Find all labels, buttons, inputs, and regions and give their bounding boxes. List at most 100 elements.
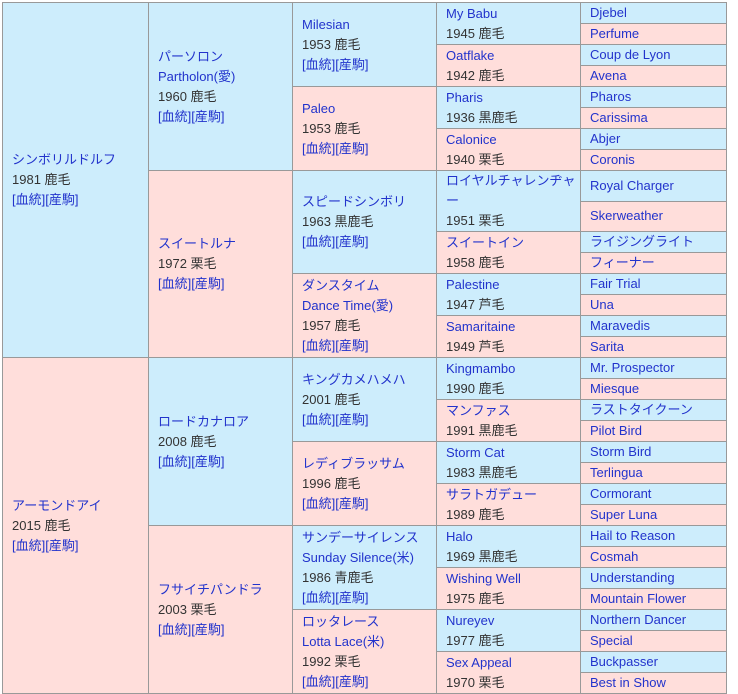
horse-name-link[interactable]: Coronis [590, 152, 635, 167]
offspring-link[interactable]: [産駒] [335, 337, 369, 353]
offspring-link[interactable]: [産駒] [191, 453, 225, 469]
horse-name-link[interactable]: ライジングライト [590, 234, 695, 249]
horse-name-link[interactable]: Perfume [590, 26, 640, 41]
horse-name-link[interactable]: シンボリルドルフ [12, 152, 117, 167]
pedigree-link[interactable]: [血統] [158, 108, 192, 124]
pedigree-link[interactable]: [血統] [302, 140, 336, 156]
horse-name-link[interactable]: パーソロン [158, 48, 224, 64]
horse-name-link[interactable]: Sex Appeal [446, 654, 512, 670]
horse-name-link[interactable]: サラトガデュー [446, 486, 538, 502]
horse-name-link[interactable]: Terlingua [590, 465, 643, 480]
pedigree-link[interactable]: [血統] [302, 56, 336, 72]
horse-name-link[interactable]: Carissima [590, 110, 648, 125]
horse-name-link[interactable]: Cosmah [590, 549, 639, 564]
horse-name-link[interactable]: Pharis [446, 89, 483, 105]
horse-name-link[interactable]: Storm Bird [590, 444, 652, 459]
horse-name-link[interactable]: マンファス [446, 402, 511, 418]
horse-name-link[interactable]: Royal Charger [590, 177, 674, 193]
pedigree-link[interactable]: [血統] [12, 537, 46, 553]
pedigree-link[interactable]: [血統] [302, 337, 336, 353]
horse-subname-link[interactable]: Partholon(愛) [158, 68, 236, 84]
horse-name-link[interactable]: フィーナー [590, 255, 655, 270]
pedigree-link[interactable]: [血統] [302, 495, 336, 511]
horse-links: [血統][産駒] [302, 410, 434, 430]
offspring-link[interactable]: [産駒] [335, 673, 369, 689]
horse-name-link[interactable]: ロイヤルチャレンヂャー [446, 173, 576, 208]
horse-name-link[interactable]: Pharos [590, 89, 632, 104]
horse-name-link[interactable]: フサイチパンドラ [158, 581, 263, 597]
horse-name-link[interactable]: Skerweather [590, 208, 663, 224]
pedigree-cell: Maravedis [580, 315, 727, 337]
horse-name-link[interactable]: アーモンドアイ [12, 497, 102, 513]
horse-name-link[interactable]: Northern Dancer [590, 612, 687, 627]
horse-name-link[interactable]: Buckpasser [590, 654, 658, 669]
horse-name-link[interactable]: Maravedis [590, 318, 650, 333]
horse-name-link[interactable]: Sarita [590, 339, 624, 354]
horse-name-link[interactable]: Abjer [590, 131, 621, 146]
horse-name-link[interactable]: Samaritaine [446, 318, 516, 334]
offspring-link[interactable]: [産駒] [45, 192, 79, 207]
horse-subname-link[interactable]: Dance Time(愛) [302, 297, 394, 313]
pedigree-cell: Super Luna [580, 504, 727, 526]
pedigree-link[interactable]: [血統] [158, 621, 192, 637]
horse-name-link[interactable]: スイートイン [446, 234, 525, 250]
horse-name-link[interactable]: Hail to Reason [590, 528, 676, 543]
horse-name-link[interactable]: ラストタイクーン [590, 402, 693, 417]
horse-name-link[interactable]: レディブラッサム [302, 455, 405, 471]
pedigree-link[interactable]: [血統] [158, 276, 192, 291]
pedigree-link[interactable]: [血統] [302, 234, 336, 249]
horse-name-link[interactable]: Best in Show [590, 675, 666, 690]
pedigree-link[interactable]: [血統] [158, 453, 192, 469]
horse-name-link[interactable]: Coup de Lyon [590, 47, 671, 62]
horse-name-link[interactable]: Fair Trial [590, 276, 641, 291]
pedigree-link[interactable]: [血統] [302, 673, 336, 689]
offspring-link[interactable]: [産駒] [191, 621, 225, 637]
horse-name-link[interactable]: Paleo [302, 100, 336, 116]
pedigree-link[interactable]: [血統] [302, 411, 336, 427]
horse-name-link[interactable]: Miesque [590, 381, 640, 396]
offspring-link[interactable]: [産駒] [335, 234, 369, 249]
horse-name-link[interactable]: Storm Cat [446, 444, 505, 460]
horse-name-link[interactable]: Mr. Prospector [590, 360, 675, 375]
pedigree-cell: ロードカナロア 2008 鹿毛 [血統][産駒] [148, 357, 293, 526]
offspring-link[interactable]: [産駒] [335, 411, 369, 427]
horse-name-link[interactable]: Kingmambo [446, 360, 516, 376]
horse-name-link[interactable]: キングカメハメハ [302, 371, 406, 387]
horse-name-link[interactable]: Pilot Bird [590, 423, 643, 438]
offspring-link[interactable]: [産駒] [335, 56, 369, 72]
offspring-link[interactable]: [産駒] [335, 140, 369, 156]
horse-name-link[interactable]: Super Luna [590, 507, 658, 522]
offspring-link[interactable]: [産駒] [191, 276, 225, 291]
horse-name-link[interactable]: Avena [590, 68, 627, 83]
horse-name-link[interactable]: Oatflake [446, 47, 495, 63]
horse-name-link[interactable]: Palestine [446, 276, 500, 292]
pedigree-link[interactable]: [血統] [302, 589, 336, 605]
offspring-link[interactable]: [産駒] [45, 537, 79, 553]
horse-name-link[interactable]: Nureyev [446, 612, 495, 628]
pedigree-link[interactable]: [血統] [12, 192, 46, 207]
horse-name-link[interactable]: My Babu [446, 5, 498, 21]
horse-name-link[interactable]: ロードカナロア [158, 413, 250, 429]
horse-subname-link[interactable]: Lotta Lace(米) [302, 633, 385, 649]
pedigree-row: Coronis [3, 149, 727, 171]
horse-name-link[interactable]: Understanding [590, 570, 675, 585]
offspring-link[interactable]: [産駒] [191, 108, 225, 124]
horse-name-link[interactable]: ダンスタイム [302, 277, 380, 293]
horse-name-link[interactable]: Wishing Well [446, 570, 521, 586]
horse-name-link[interactable]: Calonice [446, 131, 497, 147]
horse-name-link[interactable]: Special [590, 633, 633, 648]
offspring-link[interactable]: [産駒] [335, 589, 369, 605]
offspring-link[interactable]: [産駒] [335, 495, 369, 511]
horse-name-link[interactable]: スピードシンボリ [302, 194, 407, 209]
horse-name-link[interactable]: スイートルナ [158, 236, 237, 251]
horse-name-link[interactable]: Una [590, 297, 614, 312]
horse-name-link[interactable]: Milesian [302, 16, 350, 32]
pedigree-row: Cosmah [3, 546, 727, 568]
horse-name-link[interactable]: Mountain Flower [590, 591, 687, 606]
horse-subname-link[interactable]: Sunday Silence(米) [302, 549, 414, 565]
horse-name-link[interactable]: サンデーサイレンス [302, 529, 419, 545]
horse-name-link[interactable]: ロッタレース [302, 613, 380, 629]
horse-name-link[interactable]: Halo [446, 528, 473, 544]
horse-name-link[interactable]: Djebel [590, 5, 627, 20]
horse-name-link[interactable]: Cormorant [590, 486, 652, 501]
